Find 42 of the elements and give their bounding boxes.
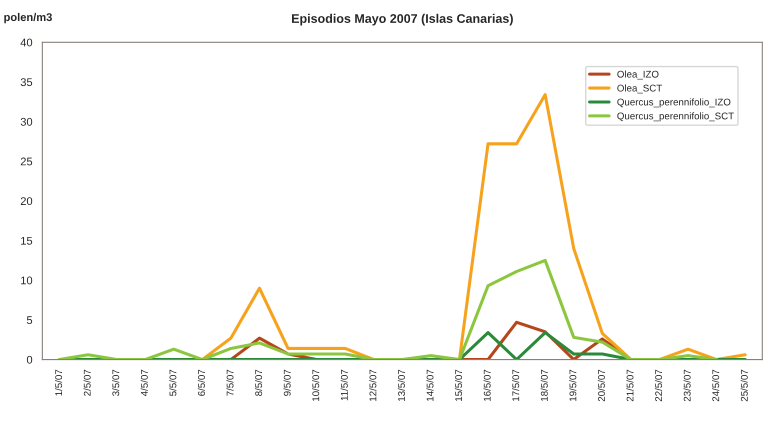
legend-label: Olea_SCT	[617, 84, 662, 94]
y-tick-label: 15	[21, 236, 32, 245]
y-tick-label: 5	[26, 316, 32, 324]
x-tick-label: 10/5/07	[312, 370, 320, 401]
x-tick-label: 12/5/07	[369, 370, 376, 401]
x-tick-label: 19/5/07	[569, 370, 576, 401]
legend-label: Olea_IZO	[617, 70, 659, 80]
x-tick-label: 8/5/07	[254, 370, 262, 396]
y-tick-label: 20	[20, 197, 32, 206]
x-tick-label: 21/5/07	[626, 370, 634, 402]
y-tick-label: 35	[20, 78, 32, 86]
legend-label: Quercus_perennifolio_IZO	[617, 98, 730, 108]
x-tick-label: 15/5/07	[454, 370, 462, 401]
y-tick-label: 10	[21, 276, 32, 284]
x-tick-label: 20/5/07	[598, 370, 605, 402]
x-tick-label: 11/5/07	[340, 370, 348, 400]
y-axis-title: polen/m3	[4, 12, 52, 24]
y-tick-label: 25	[20, 158, 32, 166]
x-tick-label: 18/5/07	[540, 370, 548, 401]
x-tick-label: 5/5/07	[169, 370, 176, 396]
x-tick-label: 6/5/07	[198, 370, 205, 396]
line-series	[200, 93, 747, 360]
x-tick-label: 13/5/07	[398, 370, 405, 401]
x-tick-label: 4/5/07	[140, 370, 148, 396]
x-tick-label: 17/5/07	[512, 370, 520, 401]
x-tick-label: 7/5/07	[226, 370, 234, 396]
x-tick-label: 2/5/07	[84, 370, 91, 396]
x-tick-label: 9/5/07	[284, 370, 291, 396]
x-tick-label: 23/5/07	[683, 370, 691, 402]
chart-title: Episodios Mayo 2007 (Islas Canarias)	[292, 14, 513, 26]
x-tick-label: 25/5/07	[740, 370, 748, 402]
x-tick-label: 3/5/07	[112, 370, 120, 396]
x-tick-label: 16/5/07	[484, 370, 491, 401]
y-tick-label: 40	[20, 38, 32, 46]
line-series	[58, 258, 718, 360]
legend-label: Quercus_perennifolio_SCT	[617, 112, 734, 122]
x-tick-label: 22/5/07	[654, 370, 662, 402]
x-tick-label: 1/5/07	[54, 370, 62, 396]
x-tick-label: 24/5/07	[712, 370, 720, 402]
x-tick-label: 14/5/07	[426, 370, 434, 401]
y-tick-label: 0	[26, 356, 32, 364]
y-tick-label: 30	[20, 118, 32, 126]
